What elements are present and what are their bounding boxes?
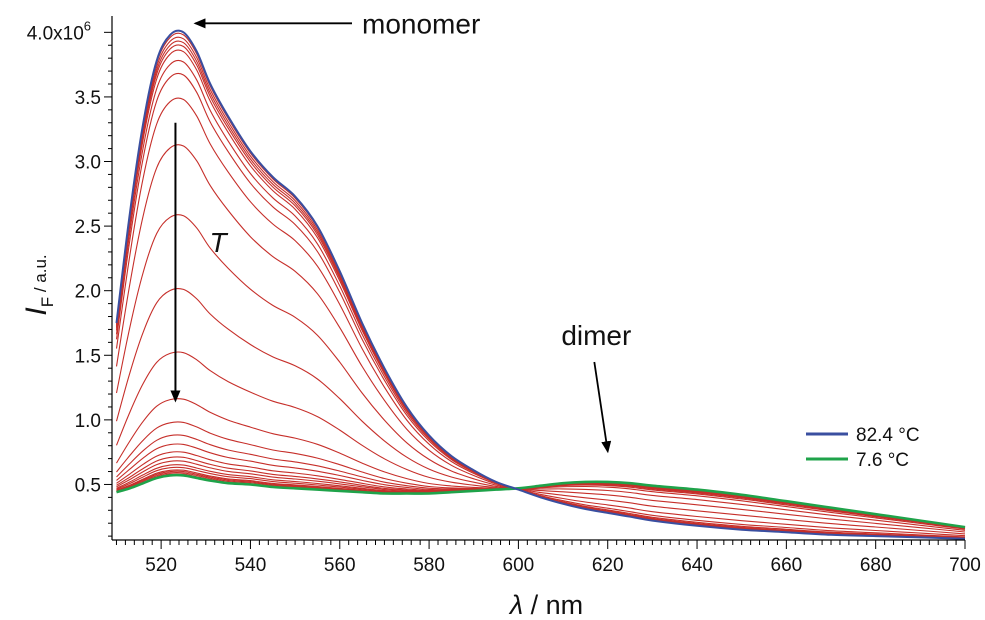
x-tick-label: 700: [949, 555, 981, 576]
legend: 82.4 °C 7.6 °C: [806, 425, 920, 471]
legend-label: 82.4 °C: [856, 425, 920, 446]
intermediate-spectrum-3: [115, 40, 966, 539]
spectrum-82-4C: [115, 29, 966, 540]
x-tick-label: 600: [503, 555, 535, 576]
intermediate-spectrum-6: [115, 59, 966, 539]
x-tick-label: 520: [145, 555, 177, 576]
intermediate-spectrum-2: [115, 36, 966, 540]
intermediate-spectrum-12: [115, 351, 966, 531]
intermediate-spectrum-16: [116, 443, 966, 529]
y-tick-label: 4.0x106: [27, 18, 91, 44]
monomer-label: monomer: [362, 8, 480, 39]
intermediate-spectrum-9: [115, 144, 966, 537]
intermediate-spectrum-1: [115, 32, 966, 540]
y-tick-label: 1.0: [75, 411, 101, 432]
x-tick-label: 620: [592, 555, 624, 576]
x-axis-title: λ / nm: [508, 590, 583, 620]
intermediate-spectrum-8: [115, 97, 966, 538]
intermediate-spectrum-13: [116, 398, 966, 530]
x-tick-label: 560: [324, 555, 356, 576]
spectra-curves: [115, 29, 966, 540]
intermediate-spectrum-15: [116, 434, 966, 529]
x-tick-label: 680: [860, 555, 892, 576]
x-tick-label: 540: [235, 555, 267, 576]
y-tick-label: 0.5: [75, 475, 101, 496]
x-tick-label: 580: [413, 555, 445, 576]
dimer-label: dimer: [561, 320, 631, 351]
x-tick-label: 640: [681, 555, 713, 576]
dimer-arrow: [593, 361, 612, 454]
x-tick-label: 660: [771, 555, 803, 576]
axes: 0.5 1.0 1.5 2.0 2.5 3.0 3.5 4.0x106 520 540 560 580…: [20, 16, 981, 620]
intermediate-spectrum-5: [115, 49, 966, 539]
temperature-label: T: [209, 227, 228, 258]
intermediate-spectrum-7: [115, 72, 966, 539]
y-tick-label: 3.0: [75, 153, 101, 174]
y-tick-label: 2.5: [75, 217, 101, 238]
legend-label: 7.6 °C: [856, 450, 909, 471]
y-tick-label: 1.5: [75, 346, 101, 367]
intermediate-spectrum-11: [115, 287, 966, 533]
y-tick-label: 2.0: [75, 282, 101, 303]
y-tick-label: 3.5: [75, 88, 101, 109]
intermediate-spectrum-14: [116, 421, 966, 530]
intermediate-spectrum-10: [115, 214, 966, 535]
y-axis-title: IF / a.u.: [20, 254, 57, 315]
intermediate-spectrum-4: [115, 44, 966, 539]
spectrum-7-6C: [116, 473, 966, 529]
